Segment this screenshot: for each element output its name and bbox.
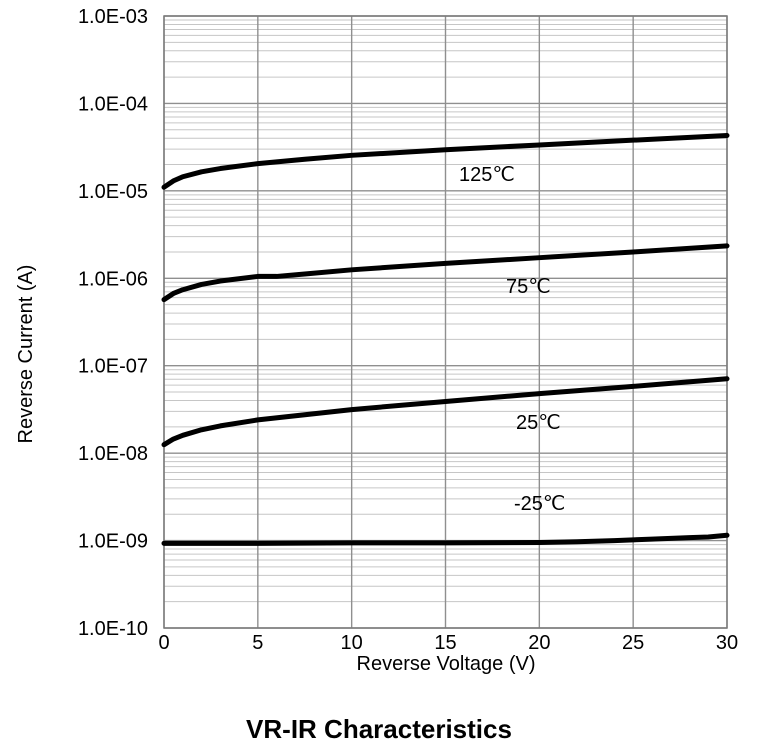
chart-title: VR-IR Characteristics (246, 714, 512, 744)
x-tick-label: 20 (528, 632, 550, 654)
series-labels: 125℃ 75℃ 25℃ -25℃ (459, 164, 565, 515)
x-tick-label: 30 (716, 632, 738, 654)
y-tick-label: 1.0E-08 (78, 443, 148, 465)
x-tick-label: 5 (252, 632, 263, 654)
y-tick-label: 1.0E-07 (78, 356, 148, 378)
y-tick-label: 1.0E-04 (78, 93, 148, 115)
series-lines (161, 132, 730, 546)
x-tick-label: 10 (341, 632, 363, 654)
x-tick-label: 0 (158, 632, 169, 654)
y-tick-label: 1.0E-03 (78, 6, 148, 28)
plot-area-border (163, 15, 728, 629)
x-tick-label: 25 (622, 632, 644, 654)
y-axis-label: Reverse Current (A) (15, 265, 37, 444)
series-label: 125℃ (459, 164, 515, 186)
series-line (161, 132, 730, 190)
series-line (161, 243, 730, 303)
y-tick-labels: 1.0E-10 1.0E-09 1.0E-08 1.0E-07 1.0E-06 1.0E-… (78, 6, 148, 640)
plot-frame (163, 15, 728, 629)
series-label: 25℃ (516, 412, 561, 434)
series-line (161, 532, 730, 546)
series-label: 75℃ (506, 276, 551, 298)
series-label: -25℃ (514, 493, 565, 515)
y-tick-label: 1.0E-09 (78, 531, 148, 553)
y-tick-label: 1.0E-05 (78, 181, 148, 203)
series-line (161, 376, 730, 448)
x-tick-labels: 0 5 10 15 20 25 30 (158, 632, 738, 654)
y-tick-label: 1.0E-10 (78, 618, 148, 640)
x-tick-label: 15 (434, 632, 456, 654)
y-tick-label: 1.0E-06 (78, 268, 148, 290)
x-axis-label: Reverse Voltage (V) (357, 653, 536, 675)
